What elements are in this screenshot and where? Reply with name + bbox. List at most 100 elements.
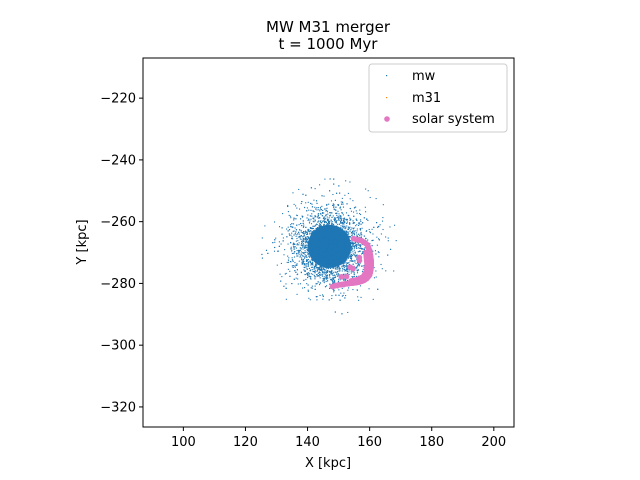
mw-point (340, 235, 343, 237)
mw-point (354, 251, 356, 253)
mw-point (294, 246, 296, 248)
mw-point (328, 236, 330, 238)
mw-point (331, 295, 333, 297)
mw-point (350, 259, 352, 261)
mw-point (336, 251, 338, 253)
mw-point (354, 255, 356, 257)
mw-point (319, 224, 321, 226)
mw-point (311, 245, 313, 247)
mw-point (325, 229, 327, 231)
mw-point (341, 313, 343, 315)
mw-point (340, 262, 343, 264)
mw-point (323, 265, 325, 267)
mw-point (378, 225, 380, 227)
mw-point (332, 239, 334, 241)
mw-point (324, 266, 326, 268)
mw-point (339, 227, 341, 229)
mw-point (337, 232, 339, 235)
mw-point (338, 249, 340, 251)
mw-point (304, 244, 306, 246)
mw-point (323, 259, 326, 261)
mw-point (291, 248, 293, 250)
mw-point (359, 235, 361, 237)
mw-point (345, 253, 347, 255)
mw-point (317, 263, 319, 265)
mw-point (326, 263, 328, 265)
mw-point (274, 246, 276, 249)
mw-point (264, 225, 266, 227)
mw-point (301, 254, 303, 256)
mw-point (352, 260, 354, 262)
mw-point (337, 275, 339, 277)
mw-point (350, 243, 352, 245)
mw-point (318, 260, 320, 262)
mw-point (335, 251, 337, 254)
mw-point (298, 233, 300, 235)
mw-point (364, 247, 366, 249)
mw-point (353, 249, 355, 251)
mw-point (332, 248, 334, 250)
mw-point (326, 255, 328, 258)
mw-point (347, 250, 349, 252)
mw-point (304, 270, 306, 272)
mw-point (325, 220, 327, 223)
mw-point (348, 238, 350, 241)
mw-point (317, 244, 319, 246)
mw-point (375, 198, 377, 200)
mw-point (316, 259, 319, 262)
mw-point (316, 252, 318, 254)
mw-point (327, 277, 329, 279)
mw-point (295, 218, 297, 220)
mw-point (318, 262, 321, 264)
mw-point (318, 256, 320, 259)
mw-point (299, 218, 302, 220)
mw-point (314, 278, 316, 280)
mw-point (339, 268, 341, 270)
mw-point (318, 236, 320, 238)
mw-point (339, 244, 341, 246)
mw-point (335, 263, 338, 265)
mw-point (343, 242, 345, 244)
mw-point (301, 215, 303, 217)
mw-point (338, 230, 340, 232)
mw-point (337, 218, 340, 220)
mw-point (354, 252, 356, 254)
mw-point (347, 311, 349, 314)
mw-point (335, 268, 337, 270)
mw-point (365, 188, 367, 190)
mw-point (331, 212, 333, 214)
mw-point (316, 209, 318, 211)
mw-point (312, 248, 314, 250)
mw-point (297, 273, 299, 275)
mw-point (304, 238, 306, 240)
mw-point (340, 209, 342, 211)
mw-point (328, 232, 330, 235)
mw-point (347, 255, 349, 257)
mw-point (303, 263, 305, 265)
mw-point (327, 258, 329, 261)
mw-point (322, 209, 324, 212)
mw-point (299, 283, 301, 285)
mw-point (326, 278, 328, 280)
mw-point (330, 255, 332, 257)
mw-point (346, 219, 348, 221)
mw-point (343, 246, 345, 248)
mw-point (333, 235, 335, 237)
mw-point (360, 232, 362, 235)
mw-point (351, 231, 353, 234)
mw-point (323, 248, 326, 250)
mw-point (304, 232, 306, 234)
mw-point (327, 230, 329, 232)
mw-point (310, 240, 312, 242)
mw-point (333, 227, 335, 229)
mw-point (306, 268, 308, 270)
mw-point (324, 244, 326, 246)
mw-point (280, 243, 282, 245)
mw-point (337, 251, 339, 253)
mw-point (344, 218, 346, 220)
mw-point (318, 271, 320, 273)
mw-point (305, 255, 307, 257)
mw-point (320, 256, 322, 258)
mw-point (282, 240, 284, 242)
mw-point (317, 207, 319, 209)
